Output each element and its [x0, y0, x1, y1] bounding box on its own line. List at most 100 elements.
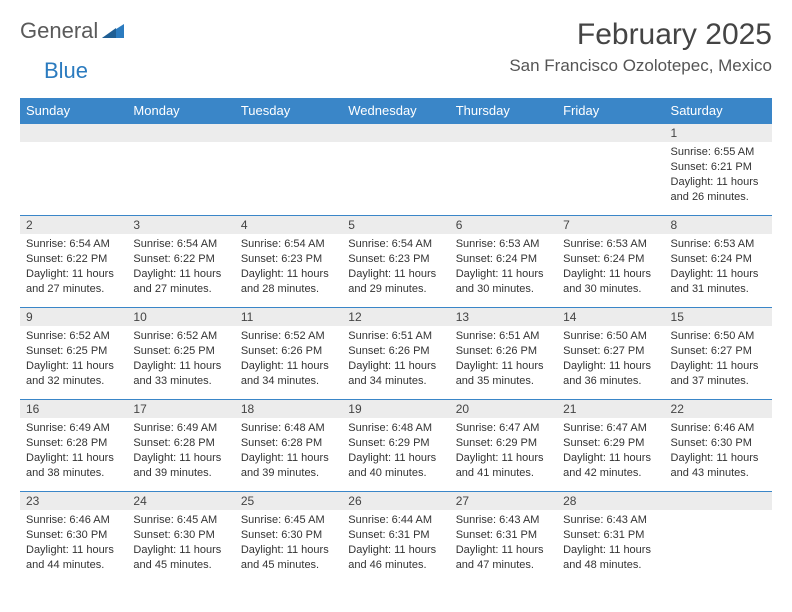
- calendar-cell: 22Sunrise: 6:46 AMSunset: 6:30 PMDayligh…: [665, 400, 772, 492]
- day-number: 4: [235, 216, 342, 234]
- day-number: 19: [342, 400, 449, 418]
- sunset-text: Sunset: 6:31 PM: [348, 528, 443, 543]
- cell-body: Sunrise: 6:51 AMSunset: 6:26 PMDaylight:…: [342, 326, 449, 392]
- day-number: [342, 124, 449, 142]
- cell-body: Sunrise: 6:54 AMSunset: 6:23 PMDaylight:…: [342, 234, 449, 300]
- cell-body: Sunrise: 6:45 AMSunset: 6:30 PMDaylight:…: [235, 510, 342, 576]
- sunset-text: Sunset: 6:28 PM: [133, 436, 228, 451]
- cell-body: Sunrise: 6:53 AMSunset: 6:24 PMDaylight:…: [665, 234, 772, 300]
- daylight-text: Daylight: 11 hours and 35 minutes.: [456, 359, 551, 389]
- sunrise-text: Sunrise: 6:45 AM: [133, 513, 228, 528]
- cell-body: Sunrise: 6:54 AMSunset: 6:22 PMDaylight:…: [127, 234, 234, 300]
- day-number: 1: [665, 124, 772, 142]
- sunrise-text: Sunrise: 6:53 AM: [671, 237, 766, 252]
- sunrise-text: Sunrise: 6:43 AM: [456, 513, 551, 528]
- cell-body: Sunrise: 6:52 AMSunset: 6:26 PMDaylight:…: [235, 326, 342, 392]
- sunset-text: Sunset: 6:30 PM: [26, 528, 121, 543]
- logo-text-general: General: [20, 18, 98, 44]
- day-number: 23: [20, 492, 127, 510]
- calendar-cell: [20, 124, 127, 216]
- day-number: [20, 124, 127, 142]
- cell-body: Sunrise: 6:43 AMSunset: 6:31 PMDaylight:…: [450, 510, 557, 576]
- calendar-cell: 9Sunrise: 6:52 AMSunset: 6:25 PMDaylight…: [20, 308, 127, 400]
- calendar-week-row: 1Sunrise: 6:55 AMSunset: 6:21 PMDaylight…: [20, 124, 772, 216]
- cell-body: Sunrise: 6:46 AMSunset: 6:30 PMDaylight:…: [665, 418, 772, 484]
- calendar-cell: 4Sunrise: 6:54 AMSunset: 6:23 PMDaylight…: [235, 216, 342, 308]
- calendar-week-row: 9Sunrise: 6:52 AMSunset: 6:25 PMDaylight…: [20, 308, 772, 400]
- calendar-cell: 3Sunrise: 6:54 AMSunset: 6:22 PMDaylight…: [127, 216, 234, 308]
- sunset-text: Sunset: 6:28 PM: [26, 436, 121, 451]
- calendar-cell: 25Sunrise: 6:45 AMSunset: 6:30 PMDayligh…: [235, 492, 342, 584]
- sunset-text: Sunset: 6:30 PM: [133, 528, 228, 543]
- day-number: 26: [342, 492, 449, 510]
- day-number: [235, 124, 342, 142]
- sunrise-text: Sunrise: 6:49 AM: [133, 421, 228, 436]
- day-number: [557, 124, 664, 142]
- day-number: 6: [450, 216, 557, 234]
- cell-body: Sunrise: 6:47 AMSunset: 6:29 PMDaylight:…: [450, 418, 557, 484]
- calendar-cell: 27Sunrise: 6:43 AMSunset: 6:31 PMDayligh…: [450, 492, 557, 584]
- sunset-text: Sunset: 6:24 PM: [563, 252, 658, 267]
- sunrise-text: Sunrise: 6:52 AM: [133, 329, 228, 344]
- sunset-text: Sunset: 6:28 PM: [241, 436, 336, 451]
- daylight-text: Daylight: 11 hours and 38 minutes.: [26, 451, 121, 481]
- calendar-cell: 2Sunrise: 6:54 AMSunset: 6:22 PMDaylight…: [20, 216, 127, 308]
- cell-body: Sunrise: 6:53 AMSunset: 6:24 PMDaylight:…: [450, 234, 557, 300]
- day-number: 25: [235, 492, 342, 510]
- daylight-text: Daylight: 11 hours and 27 minutes.: [26, 267, 121, 297]
- calendar-cell: [665, 492, 772, 584]
- month-title: February 2025: [509, 18, 772, 52]
- sunrise-text: Sunrise: 6:51 AM: [456, 329, 551, 344]
- calendar-cell: [557, 124, 664, 216]
- day-number: 8: [665, 216, 772, 234]
- calendar-cell: 28Sunrise: 6:43 AMSunset: 6:31 PMDayligh…: [557, 492, 664, 584]
- day-header: Thursday: [450, 98, 557, 124]
- day-header: Monday: [127, 98, 234, 124]
- sunset-text: Sunset: 6:29 PM: [456, 436, 551, 451]
- daylight-text: Daylight: 11 hours and 41 minutes.: [456, 451, 551, 481]
- sunrise-text: Sunrise: 6:52 AM: [241, 329, 336, 344]
- day-header: Friday: [557, 98, 664, 124]
- day-number: 27: [450, 492, 557, 510]
- cell-body: Sunrise: 6:53 AMSunset: 6:24 PMDaylight:…: [557, 234, 664, 300]
- daylight-text: Daylight: 11 hours and 45 minutes.: [241, 543, 336, 573]
- sunset-text: Sunset: 6:26 PM: [241, 344, 336, 359]
- sunset-text: Sunset: 6:22 PM: [133, 252, 228, 267]
- day-header: Wednesday: [342, 98, 449, 124]
- daylight-text: Daylight: 11 hours and 47 minutes.: [456, 543, 551, 573]
- calendar-cell: 12Sunrise: 6:51 AMSunset: 6:26 PMDayligh…: [342, 308, 449, 400]
- sunset-text: Sunset: 6:31 PM: [563, 528, 658, 543]
- day-number: 5: [342, 216, 449, 234]
- calendar-header-row: Sunday Monday Tuesday Wednesday Thursday…: [20, 98, 772, 124]
- day-number: 28: [557, 492, 664, 510]
- sunset-text: Sunset: 6:27 PM: [671, 344, 766, 359]
- cell-body: Sunrise: 6:54 AMSunset: 6:23 PMDaylight:…: [235, 234, 342, 300]
- sunrise-text: Sunrise: 6:54 AM: [133, 237, 228, 252]
- sunrise-text: Sunrise: 6:54 AM: [241, 237, 336, 252]
- sunset-text: Sunset: 6:25 PM: [26, 344, 121, 359]
- daylight-text: Daylight: 11 hours and 43 minutes.: [671, 451, 766, 481]
- day-number: 2: [20, 216, 127, 234]
- day-number: 13: [450, 308, 557, 326]
- daylight-text: Daylight: 11 hours and 45 minutes.: [133, 543, 228, 573]
- day-number: 16: [20, 400, 127, 418]
- day-number: 18: [235, 400, 342, 418]
- cell-body: Sunrise: 6:49 AMSunset: 6:28 PMDaylight:…: [127, 418, 234, 484]
- sunrise-text: Sunrise: 6:54 AM: [348, 237, 443, 252]
- day-number: [665, 492, 772, 510]
- calendar-cell: 10Sunrise: 6:52 AMSunset: 6:25 PMDayligh…: [127, 308, 234, 400]
- calendar-cell: 24Sunrise: 6:45 AMSunset: 6:30 PMDayligh…: [127, 492, 234, 584]
- sunrise-text: Sunrise: 6:44 AM: [348, 513, 443, 528]
- day-number: 12: [342, 308, 449, 326]
- sunrise-text: Sunrise: 6:46 AM: [26, 513, 121, 528]
- daylight-text: Daylight: 11 hours and 39 minutes.: [133, 451, 228, 481]
- sunset-text: Sunset: 6:31 PM: [456, 528, 551, 543]
- calendar-cell: 23Sunrise: 6:46 AMSunset: 6:30 PMDayligh…: [20, 492, 127, 584]
- cell-body: Sunrise: 6:50 AMSunset: 6:27 PMDaylight:…: [557, 326, 664, 392]
- sunrise-text: Sunrise: 6:45 AM: [241, 513, 336, 528]
- calendar-cell: 15Sunrise: 6:50 AMSunset: 6:27 PMDayligh…: [665, 308, 772, 400]
- cell-body: Sunrise: 6:47 AMSunset: 6:29 PMDaylight:…: [557, 418, 664, 484]
- calendar-cell: [342, 124, 449, 216]
- sunrise-text: Sunrise: 6:48 AM: [348, 421, 443, 436]
- daylight-text: Daylight: 11 hours and 33 minutes.: [133, 359, 228, 389]
